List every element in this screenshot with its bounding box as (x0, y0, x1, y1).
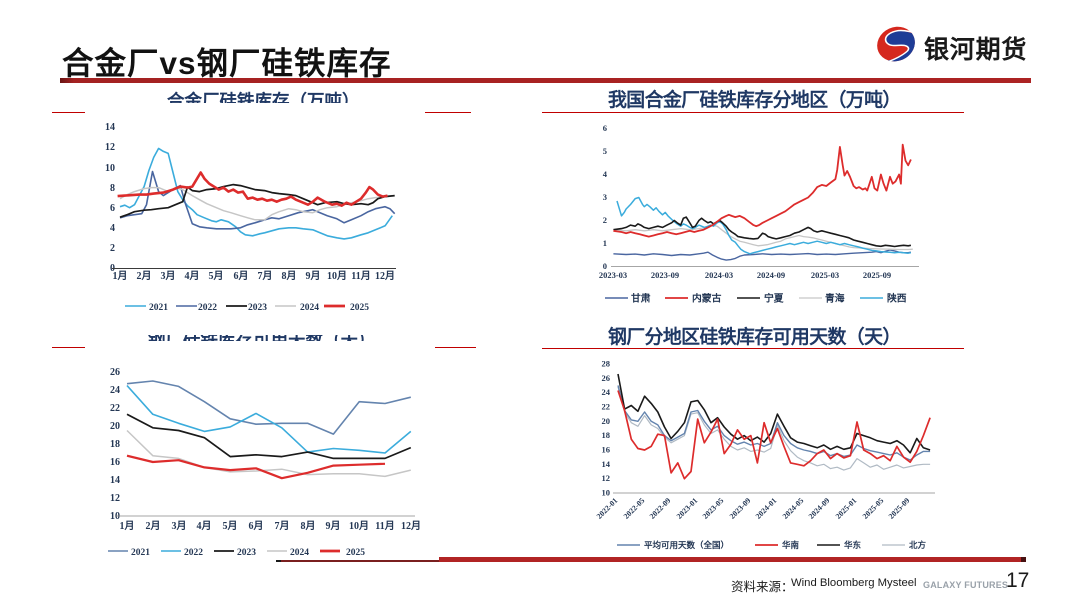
svg-text:3月: 3月 (161, 270, 176, 282)
svg-text:16: 16 (110, 457, 120, 468)
svg-text:6月: 6月 (234, 270, 249, 282)
svg-text:2024-03: 2024-03 (705, 270, 733, 280)
svg-text:1: 1 (603, 238, 607, 248)
svg-text:2024: 2024 (300, 303, 319, 313)
svg-text:18: 18 (110, 439, 120, 450)
svg-text:22: 22 (602, 402, 611, 412)
svg-text:28: 28 (602, 358, 611, 368)
svg-text:20: 20 (602, 416, 611, 426)
svg-text:2025-03: 2025-03 (811, 270, 839, 280)
svg-text:12月: 12月 (375, 270, 395, 282)
svg-text:2023: 2023 (237, 548, 256, 557)
svg-text:1月: 1月 (120, 520, 135, 532)
svg-text:2: 2 (110, 243, 115, 254)
svg-text:22: 22 (110, 403, 120, 414)
svg-text:5: 5 (603, 146, 607, 156)
svg-text:甘肃: 甘肃 (631, 292, 651, 305)
svg-text:2: 2 (603, 215, 607, 225)
svg-text:4月: 4月 (197, 520, 212, 532)
svg-text:宁夏: 宁夏 (764, 292, 784, 305)
svg-text:8: 8 (110, 183, 115, 194)
svg-text:9月: 9月 (326, 520, 341, 532)
svg-text:26: 26 (110, 367, 120, 378)
svg-text:20: 20 (110, 421, 120, 432)
svg-text:3月: 3月 (172, 520, 187, 532)
svg-text:2025-09: 2025-09 (863, 270, 891, 280)
svg-text:14: 14 (602, 459, 611, 469)
svg-text:华东: 华东 (844, 540, 862, 550)
svg-text:0: 0 (603, 261, 607, 271)
svg-text:12月: 12月 (401, 520, 421, 532)
svg-text:6: 6 (110, 203, 115, 214)
svg-text:14: 14 (110, 475, 120, 486)
svg-text:5月: 5月 (209, 270, 224, 282)
svg-text:2月: 2月 (146, 520, 161, 532)
svg-text:青海: 青海 (825, 292, 845, 305)
svg-text:内蒙古: 内蒙古 (692, 292, 722, 305)
svg-text:3: 3 (603, 192, 607, 202)
svg-text:12: 12 (602, 473, 611, 483)
svg-text:10月: 10月 (349, 520, 369, 532)
svg-text:4: 4 (110, 223, 115, 234)
svg-text:2025: 2025 (346, 548, 365, 557)
svg-text:18: 18 (602, 430, 611, 440)
svg-text:16: 16 (602, 445, 611, 455)
svg-text:10: 10 (110, 511, 120, 522)
svg-text:2022: 2022 (198, 303, 217, 313)
svg-text:2022: 2022 (184, 548, 203, 557)
svg-text:6月: 6月 (249, 520, 264, 532)
svg-text:2021: 2021 (131, 548, 150, 557)
svg-text:7月: 7月 (258, 270, 273, 282)
svg-text:2023: 2023 (248, 303, 267, 313)
svg-text:2024-09: 2024-09 (757, 270, 785, 280)
svg-text:14: 14 (105, 122, 115, 133)
svg-text:26: 26 (602, 373, 611, 383)
svg-text:7月: 7月 (275, 520, 290, 532)
svg-text:2024: 2024 (290, 548, 309, 557)
svg-text:12: 12 (105, 142, 115, 153)
svg-text:北方: 北方 (909, 540, 927, 550)
svg-text:陕西: 陕西 (887, 292, 907, 305)
svg-text:1月: 1月 (113, 270, 128, 282)
svg-text:8月: 8月 (301, 520, 316, 532)
svg-text:24: 24 (602, 387, 611, 397)
svg-text:2023-09: 2023-09 (651, 270, 679, 280)
svg-text:2023-03: 2023-03 (599, 270, 627, 280)
svg-text:5月: 5月 (223, 520, 238, 532)
svg-text:2025: 2025 (350, 303, 369, 313)
svg-text:10: 10 (105, 163, 115, 174)
svg-text:9月: 9月 (306, 270, 321, 282)
svg-text:11月: 11月 (351, 270, 370, 282)
svg-text:24: 24 (110, 385, 120, 396)
svg-text:6: 6 (603, 123, 607, 133)
svg-text:10月: 10月 (327, 270, 347, 282)
svg-text:华南: 华南 (782, 540, 800, 550)
svg-text:11月: 11月 (375, 520, 394, 532)
svg-text:4月: 4月 (185, 270, 200, 282)
svg-text:4: 4 (603, 169, 608, 179)
svg-text:2021: 2021 (149, 303, 168, 313)
svg-text:平均可用天数（全国）: 平均可用天数（全国） (644, 540, 729, 550)
svg-text:12: 12 (110, 493, 120, 504)
svg-text:8月: 8月 (282, 270, 297, 282)
svg-text:2月: 2月 (137, 270, 152, 282)
svg-text:10: 10 (602, 488, 611, 498)
